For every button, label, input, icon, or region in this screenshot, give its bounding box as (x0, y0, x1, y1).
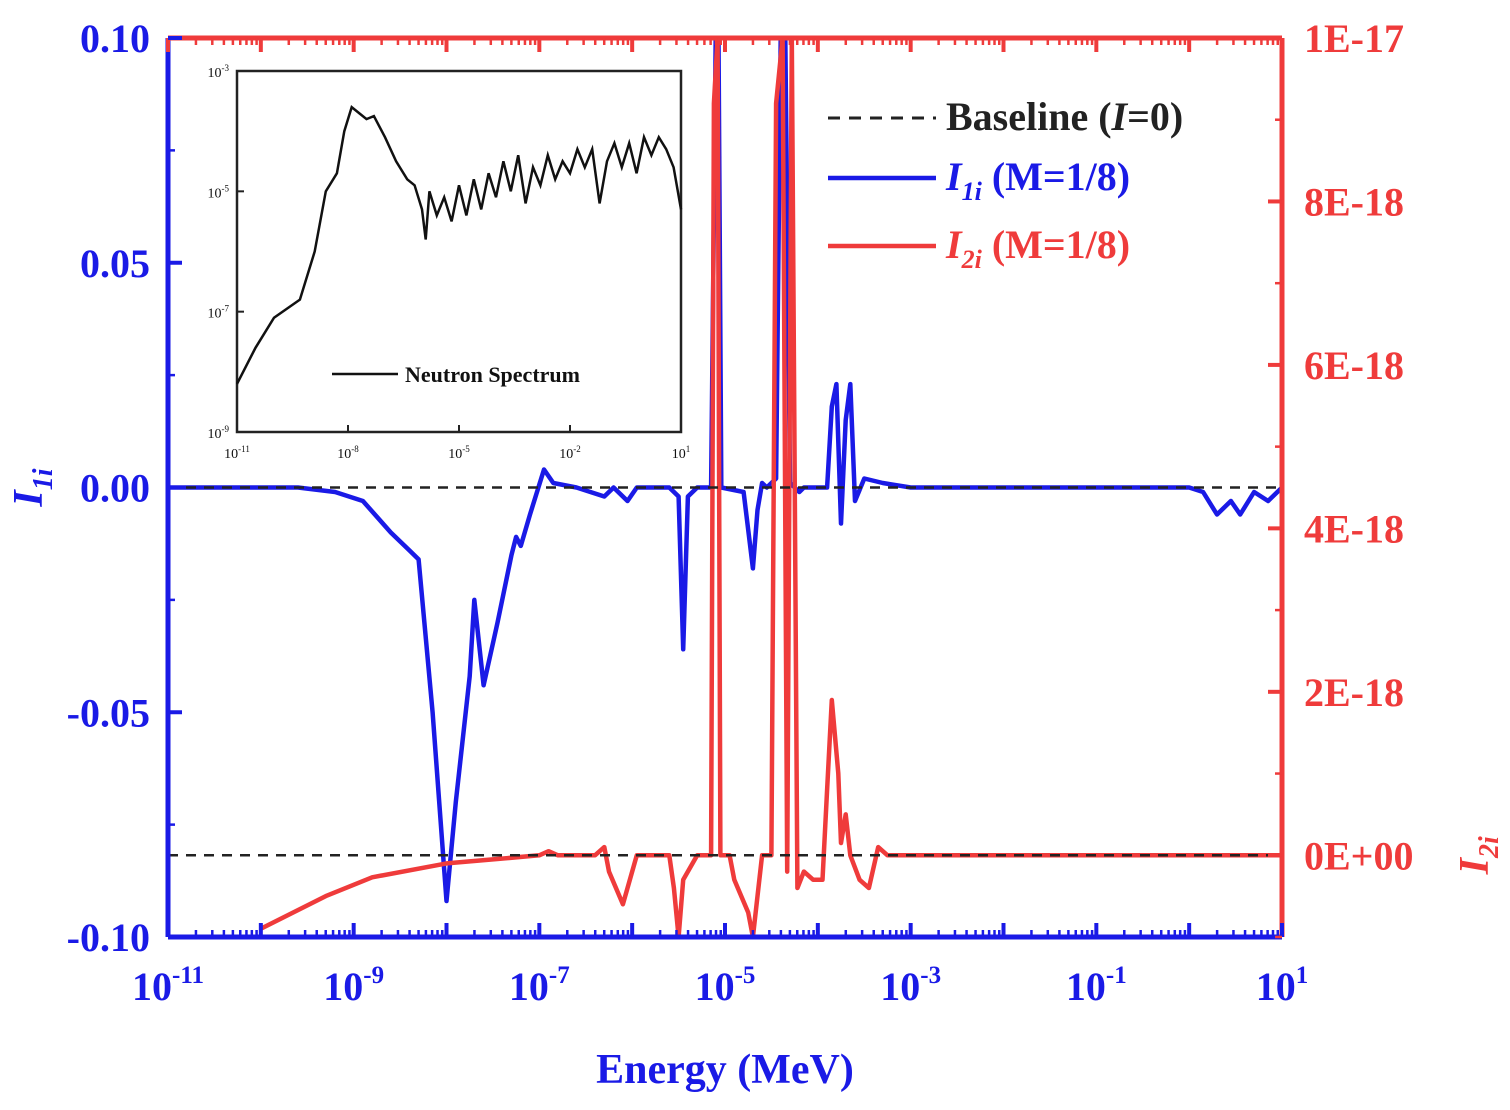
right-y-tick-label: 0E+00 (1304, 833, 1413, 878)
inset-y-tick-label: 10-7 (208, 304, 230, 322)
x-tick-label: 10-11 (132, 962, 204, 1009)
x-tick-label-exp: -3 (920, 962, 941, 989)
x-tick-label: 101 (1256, 962, 1309, 1009)
inset-x-tick-label: 101 (672, 444, 691, 462)
neutron-spectrum-inset: 10-11 10-8 10-5 10-2 10110-310-510-710-9Neut… (208, 63, 691, 462)
inset-x-tick-label-base: 10 (337, 447, 351, 462)
x-tick-label-base: 10 (132, 964, 172, 1009)
inset-y-tick-label: 10-5 (208, 183, 230, 201)
legend-italic: I (945, 154, 963, 199)
legend-post: (M=1/8) (982, 222, 1130, 267)
left-y-tick-label: -0.10 (67, 915, 150, 960)
x-tick-label-base: 10 (880, 964, 920, 1009)
right-y-title-sub: 2i (1474, 836, 1505, 859)
inset-legend-label: Neutron Spectrum (405, 362, 580, 387)
inset-spectrum-line (235, 104, 683, 385)
right-y-tick-label: 8E-18 (1304, 179, 1404, 224)
left-y-title-main: I (6, 489, 52, 508)
legend-sub: 1i (962, 177, 983, 206)
legend-label-2: I2i (M=1/8) (945, 222, 1130, 274)
legend-label-1: I1i (M=1/8) (945, 154, 1130, 206)
right-y-tick-label: 6E-18 (1304, 343, 1404, 388)
inset-y-tick-label-base: 10 (208, 66, 222, 81)
right-y-axis-title: I2i (1452, 836, 1505, 875)
right-y-tick-label: 4E-18 (1304, 506, 1404, 551)
left-y-axis-title: I1i (6, 468, 59, 507)
legend-italic: I (945, 222, 963, 267)
legend-label-0: Baseline (I=0) (946, 94, 1183, 139)
inset-x-tick-label-exp: -5 (462, 444, 470, 454)
x-tick-label-exp: -9 (363, 962, 384, 989)
x-tick-label: 10-5 (695, 962, 756, 1009)
left-y-tick-label: -0.05 (67, 690, 150, 735)
left-y-title-sub: 1i (28, 468, 59, 490)
right-y-tick-label: 1E-17 (1304, 16, 1404, 61)
inset-x-tick-label-base: 10 (448, 447, 462, 462)
inset-x-tick-label-base: 10 (224, 447, 238, 462)
legend: Baseline (I=0)I1i (M=1/8)I2i (M=1/8) (828, 94, 1183, 274)
x-tick-label-base: 10 (323, 964, 363, 1009)
left-y-tick-label: 0.10 (80, 16, 150, 61)
inset-y-tick-label-exp: -5 (222, 183, 230, 193)
x-tick-label-base: 10 (695, 964, 735, 1009)
inset-y-tick-label: 10-9 (208, 424, 230, 442)
legend-sub: 2i (961, 245, 983, 274)
inset-x-tick-label-exp: -2 (573, 444, 581, 454)
inset-x-tick-label: 10-8 (337, 444, 359, 462)
inset-y-tick-label-exp: -3 (222, 63, 230, 73)
x-tick-label: 10-7 (509, 962, 570, 1009)
x-axis-title: Energy (MeV) (596, 1047, 854, 1093)
legend-italic: I (1111, 94, 1129, 139)
inset-x-tick-label: 10-2 (559, 444, 581, 462)
x-tick-label-exp: -7 (549, 962, 570, 989)
inset-x-tick-label-exp: 1 (686, 444, 691, 454)
inset-x-tick-label: 10-11 (224, 444, 250, 462)
inset-x-tick-label: 10-5 (448, 444, 470, 462)
inset-y-tick-label-base: 10 (208, 307, 222, 322)
x-tick-label-exp: -5 (735, 962, 756, 989)
inset-y-tick-label: 10-3 (208, 63, 230, 81)
x-tick-label: 10-3 (880, 962, 941, 1009)
inset-y-tick-label-exp: -9 (222, 424, 230, 434)
legend-pre: Baseline ( (946, 94, 1112, 139)
x-tick-label-base: 10 (1256, 964, 1296, 1009)
x-tick-label-exp: -11 (172, 962, 204, 989)
x-tick-label-base: 10 (1066, 964, 1106, 1009)
right-y-title-main: I (1452, 856, 1498, 875)
inset-x-tick-label-base: 10 (672, 447, 686, 462)
x-tick-label-exp: -1 (1106, 962, 1127, 989)
inset-y-tick-label-base: 10 (208, 427, 222, 442)
inset-x-tick-label-exp: -8 (351, 444, 359, 454)
inset-frame (235, 69, 683, 434)
x-tick-label: 10-9 (323, 962, 384, 1009)
legend-post: =0) (1127, 94, 1183, 139)
left-y-tick-label: 0.05 (80, 241, 150, 286)
inset-y-tick-label-base: 10 (208, 186, 222, 201)
right-y-tick-label: 2E-18 (1304, 670, 1404, 715)
x-tick-label-exp: 1 (1296, 962, 1309, 989)
x-tick-label-base: 10 (509, 964, 549, 1009)
inset-y-tick-label-exp: -7 (222, 304, 230, 314)
left-y-tick-label: 0.00 (80, 466, 150, 511)
x-tick-label: 10-1 (1066, 962, 1127, 1009)
inset-x-tick-label-base: 10 (559, 447, 573, 462)
legend-post: (M=1/8) (982, 154, 1130, 199)
inset-x-tick-label-exp: -11 (238, 444, 250, 454)
